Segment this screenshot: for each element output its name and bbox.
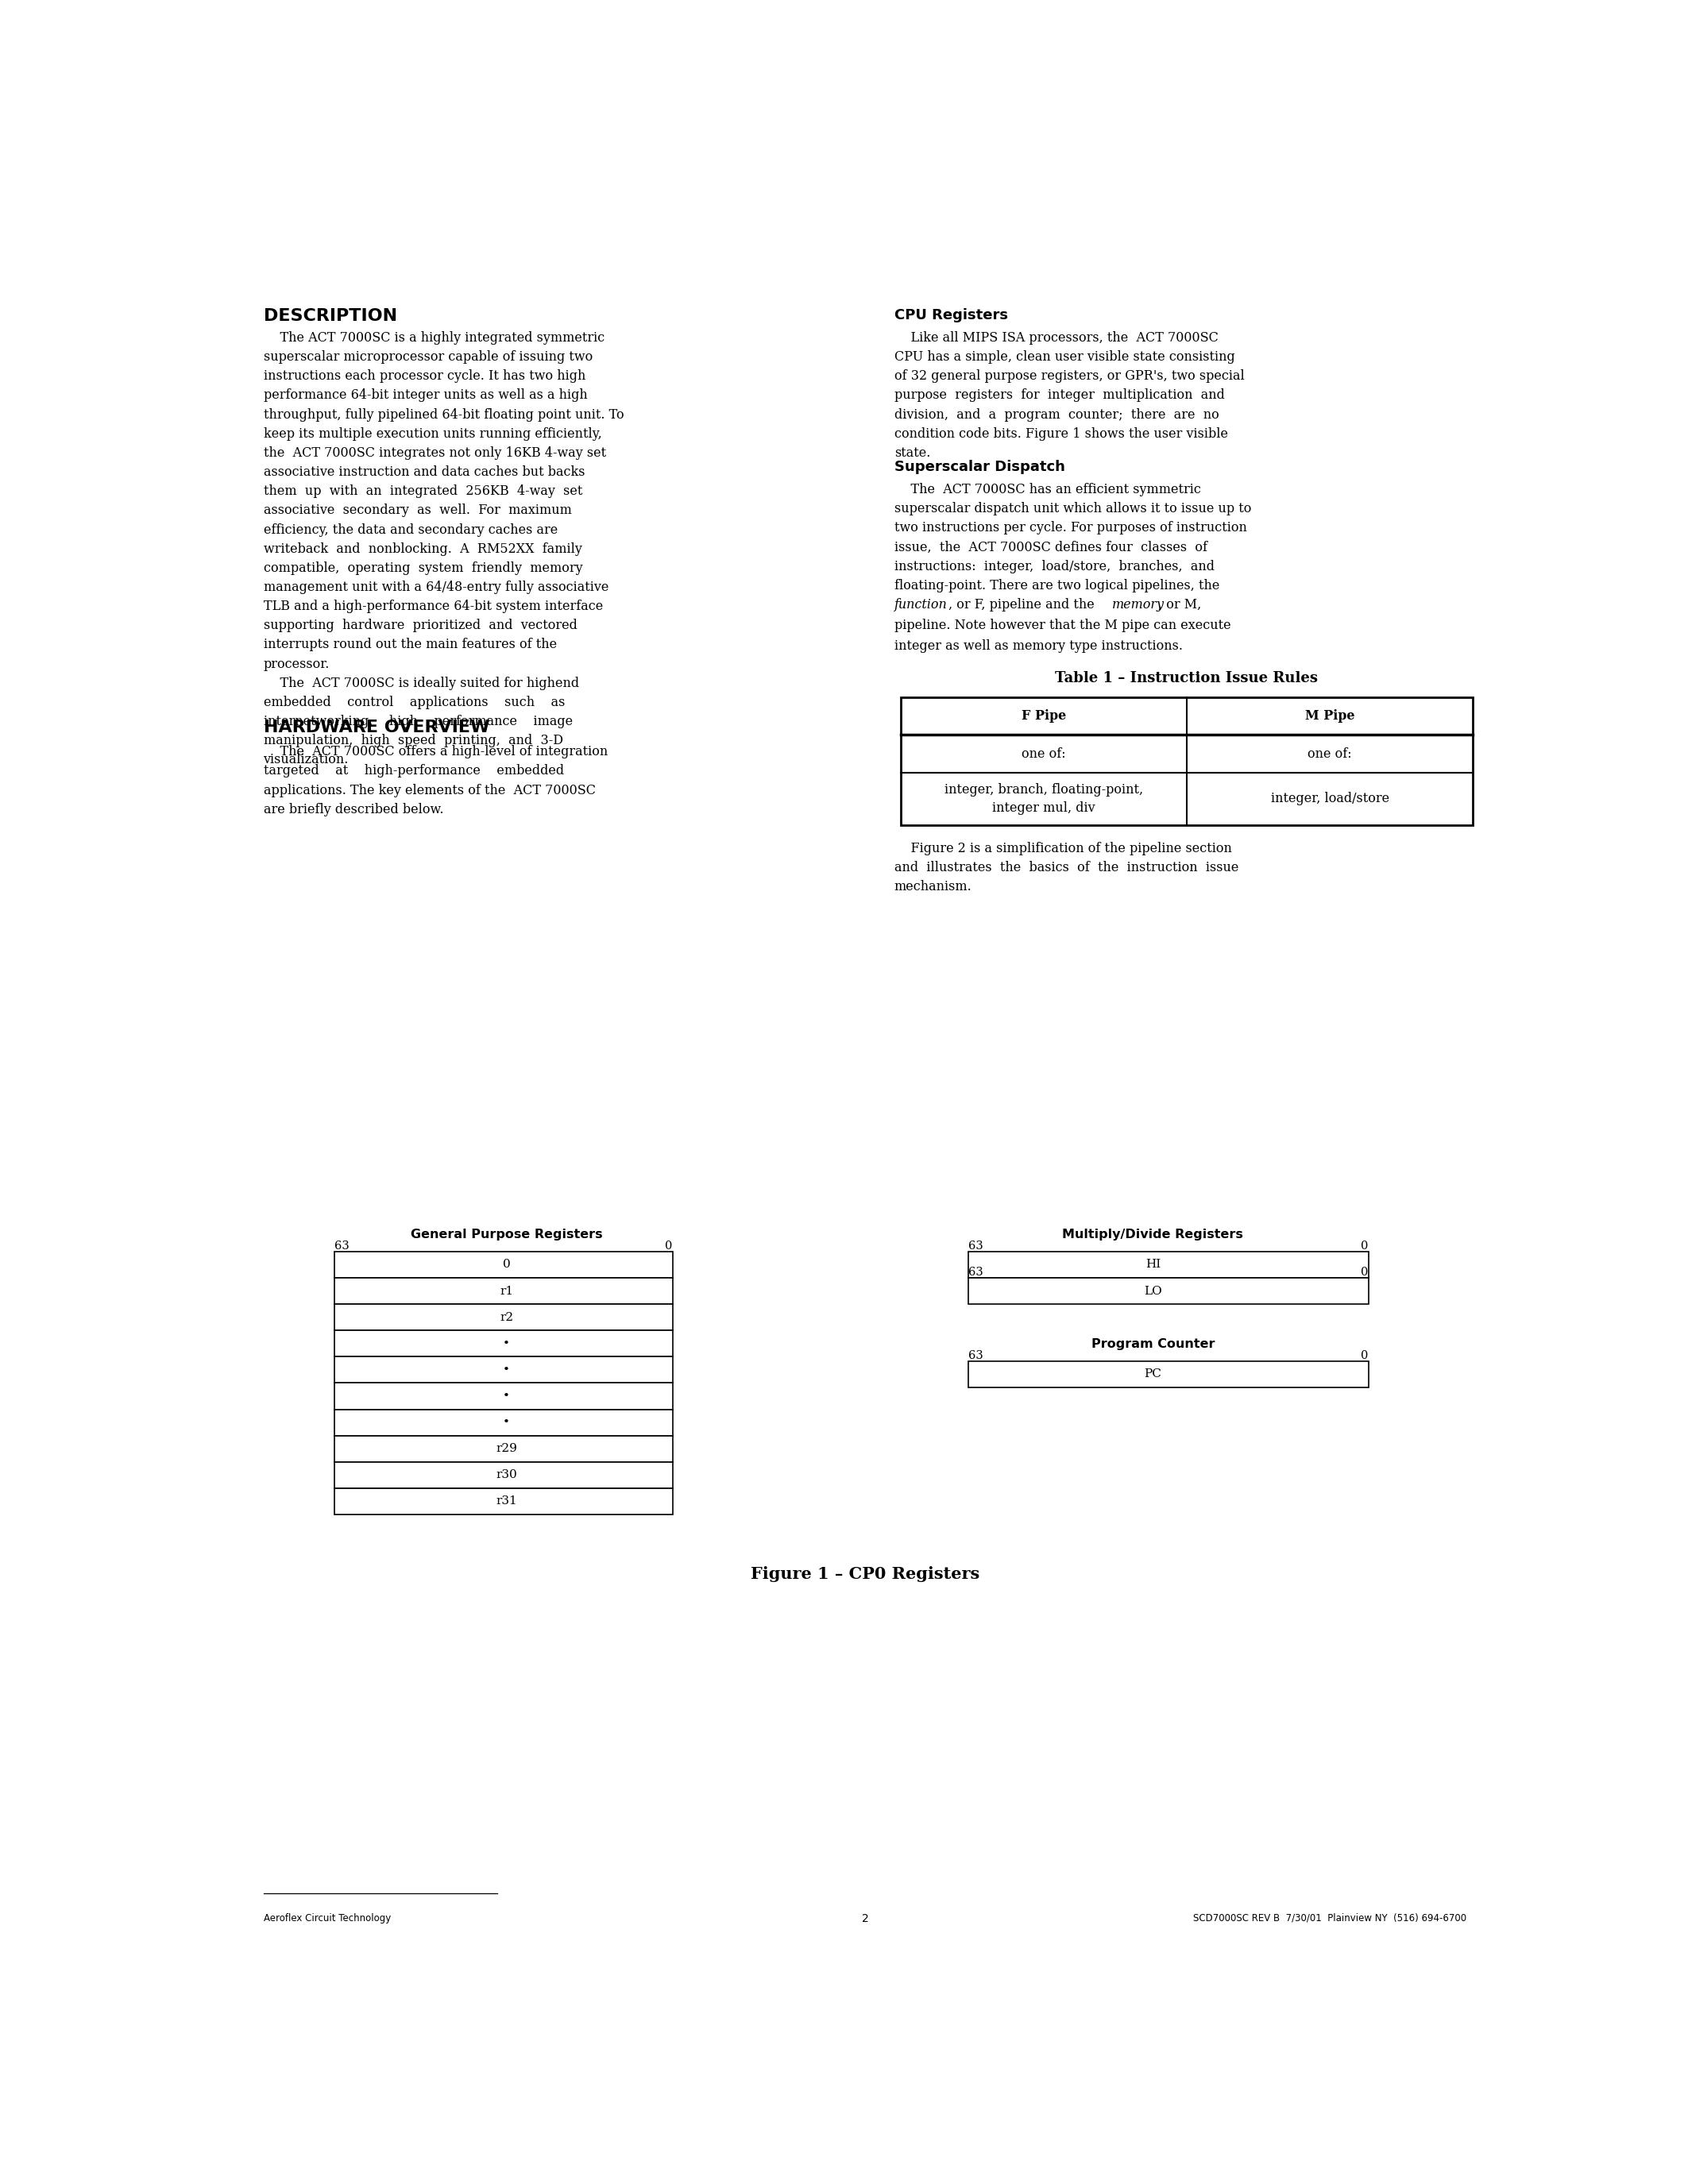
Text: The  ACT 7000SC has an efficient symmetric
superscalar dispatch unit which allow: The ACT 7000SC has an efficient symmetri… — [895, 483, 1251, 612]
Text: Table 1 – Instruction Issue Rules: Table 1 – Instruction Issue Rules — [1055, 670, 1318, 686]
Text: 63: 63 — [969, 1267, 982, 1278]
Text: F Pipe: F Pipe — [1021, 710, 1067, 723]
Bar — [334, 1487, 674, 1514]
Text: General Purpose Registers: General Purpose Registers — [410, 1230, 603, 1241]
Text: one of:: one of: — [1021, 747, 1065, 760]
Text: •: • — [503, 1339, 510, 1350]
Bar — [334, 1382, 674, 1409]
Text: , or M,: , or M, — [1158, 598, 1200, 612]
Text: r2: r2 — [500, 1313, 513, 1324]
Text: 0: 0 — [503, 1260, 510, 1271]
Text: HI: HI — [1144, 1260, 1161, 1271]
Bar — [334, 1278, 674, 1304]
Text: integer, branch, floating-point,
integer mul, div: integer, branch, floating-point, integer… — [944, 782, 1143, 815]
Text: 63: 63 — [969, 1241, 982, 1251]
Text: 0: 0 — [1361, 1267, 1369, 1278]
Bar — [969, 1251, 1369, 1278]
Text: function: function — [895, 598, 947, 612]
Text: HARDWARE OVERVIEW: HARDWARE OVERVIEW — [263, 719, 490, 736]
Text: CPU Registers: CPU Registers — [895, 308, 1008, 323]
Text: •: • — [503, 1391, 510, 1402]
Text: r29: r29 — [496, 1444, 517, 1455]
Text: integer as well as memory type instructions.: integer as well as memory type instructi… — [895, 640, 1183, 653]
Text: one of:: one of: — [1308, 747, 1352, 760]
Bar — [334, 1409, 674, 1435]
Text: LO: LO — [1144, 1286, 1161, 1297]
Text: 0: 0 — [1361, 1350, 1369, 1361]
Text: The  ACT 7000SC offers a high-level of integration
targeted    at    high-perfor: The ACT 7000SC offers a high-level of in… — [263, 745, 608, 817]
Bar — [969, 1278, 1369, 1304]
Text: M Pipe: M Pipe — [1305, 710, 1355, 723]
Bar — [334, 1461, 674, 1487]
Text: Superscalar Dispatch: Superscalar Dispatch — [895, 459, 1065, 474]
Text: Like all MIPS ISA processors, the  ACT 7000SC
CPU has a simple, clean user visib: Like all MIPS ISA processors, the ACT 70… — [895, 332, 1244, 461]
Bar — [900, 697, 1474, 826]
Text: •: • — [503, 1365, 510, 1376]
Text: r30: r30 — [496, 1470, 517, 1481]
Text: , or F, pipeline and the: , or F, pipeline and the — [949, 598, 1099, 612]
Text: 0: 0 — [1361, 1241, 1369, 1251]
Text: 63: 63 — [334, 1241, 349, 1251]
Text: 2: 2 — [861, 1913, 869, 1924]
Text: PC: PC — [1144, 1369, 1161, 1380]
Bar — [334, 1330, 674, 1356]
Text: Figure 1 – CP0 Registers: Figure 1 – CP0 Registers — [751, 1566, 979, 1583]
Text: Figure 2 is a simplification of the pipeline section
and  illustrates  the  basi: Figure 2 is a simplification of the pipe… — [895, 843, 1239, 893]
Bar — [334, 1435, 674, 1461]
Text: Program Counter: Program Counter — [1090, 1339, 1215, 1350]
Text: pipeline. Note however that the M pipe can execute: pipeline. Note however that the M pipe c… — [895, 618, 1231, 631]
Text: 0: 0 — [665, 1241, 674, 1251]
Bar — [969, 1361, 1369, 1387]
Text: Aeroflex Circuit Technology: Aeroflex Circuit Technology — [263, 1913, 390, 1924]
Text: r31: r31 — [496, 1496, 517, 1507]
Text: 63: 63 — [969, 1350, 982, 1361]
Text: •: • — [503, 1417, 510, 1428]
Text: r1: r1 — [500, 1286, 513, 1297]
Text: Multiply/Divide Registers: Multiply/Divide Registers — [1062, 1230, 1244, 1241]
Bar — [334, 1356, 674, 1382]
Text: The ACT 7000SC is a highly integrated symmetric
superscalar microprocessor capab: The ACT 7000SC is a highly integrated sy… — [263, 332, 623, 767]
Bar — [334, 1251, 674, 1278]
Bar — [334, 1304, 674, 1330]
Text: DESCRIPTION: DESCRIPTION — [263, 308, 397, 323]
Text: memory: memory — [1112, 598, 1165, 612]
Text: integer, load/store: integer, load/store — [1271, 793, 1389, 806]
Text: SCD7000SC REV B  7/30/01  Plainview NY  (516) 694-6700: SCD7000SC REV B 7/30/01 Plainview NY (51… — [1193, 1913, 1467, 1924]
